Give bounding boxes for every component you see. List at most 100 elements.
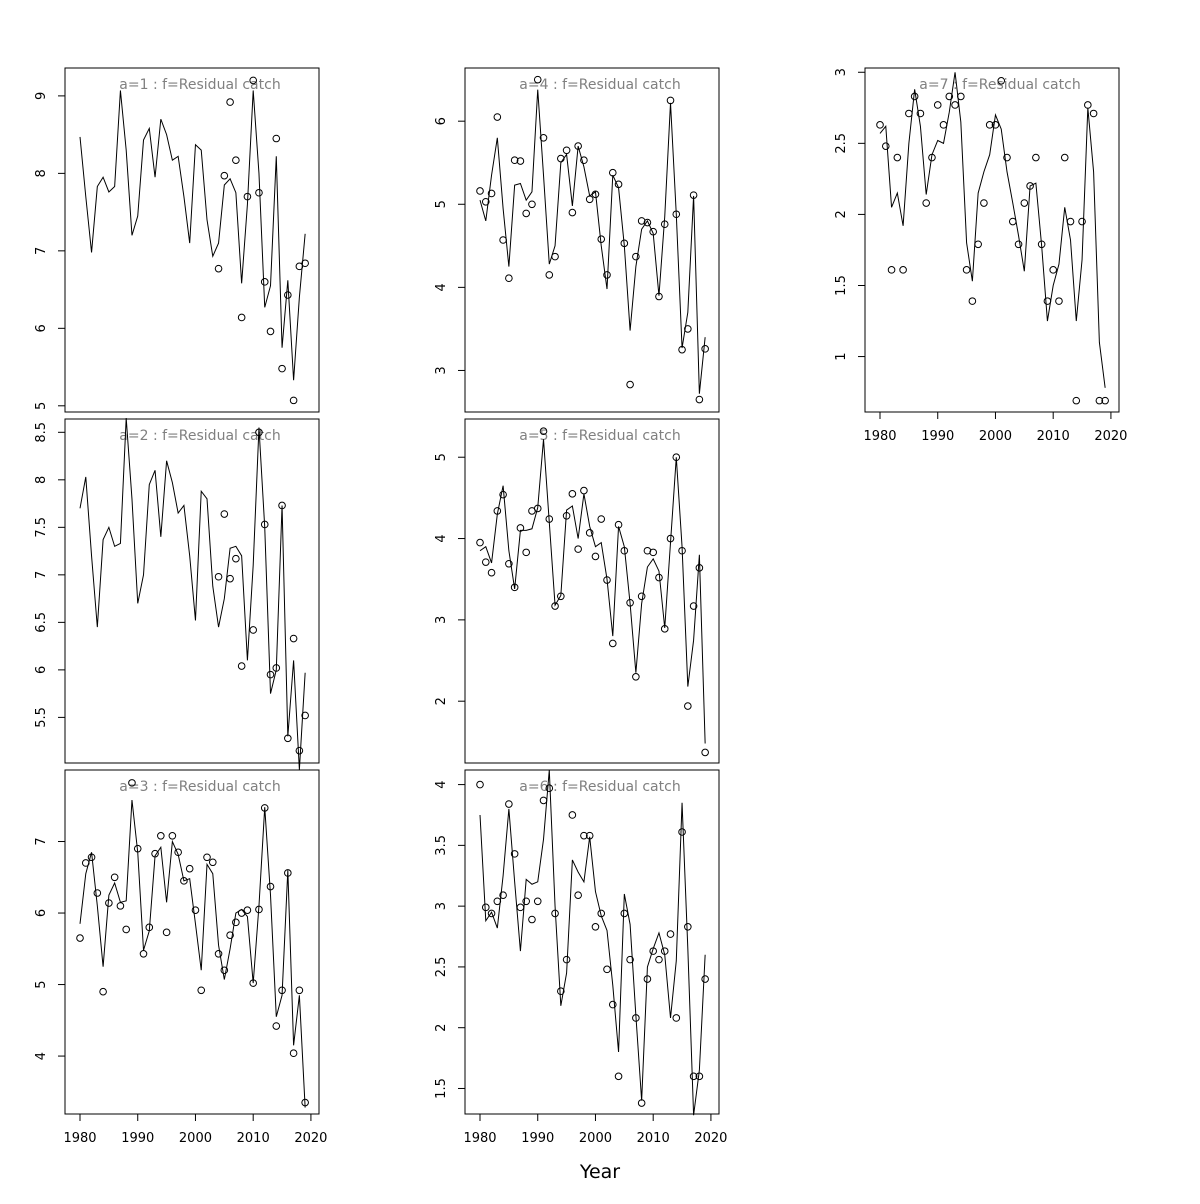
observed-point xyxy=(672,1014,681,1022)
observed-point xyxy=(284,869,292,877)
y-tick-label: 7 xyxy=(34,837,49,845)
y-tick-label: 3 xyxy=(434,366,449,374)
observed-point xyxy=(237,313,246,322)
y-tick-label: 2 xyxy=(834,210,849,218)
observed-point xyxy=(649,548,657,557)
observed-point xyxy=(266,882,275,891)
observed-point xyxy=(660,947,669,955)
observed-point xyxy=(1008,217,1017,226)
observed-point xyxy=(528,915,536,924)
observed-point xyxy=(649,227,657,236)
observed-point xyxy=(476,187,484,195)
observed-point xyxy=(893,153,902,162)
observed-point xyxy=(249,979,257,987)
observed-point xyxy=(237,662,246,670)
observed-point xyxy=(481,903,490,912)
observed-point xyxy=(689,1072,698,1081)
observed-point xyxy=(481,197,490,206)
fitted-line xyxy=(79,90,306,381)
y-tick-label: 4 xyxy=(434,283,449,291)
panel-title: a=5 : f=Residual catch xyxy=(519,428,680,444)
observed-point xyxy=(197,986,206,995)
panel: a=3 : f=Residual catch 4 5 6 7 1980 1990 2000 20… xyxy=(34,769,327,1146)
fitted-line xyxy=(79,418,306,770)
observed-point xyxy=(614,180,623,189)
observed-point xyxy=(637,592,646,601)
observed-point xyxy=(626,955,634,964)
observed-point xyxy=(476,538,484,547)
observed-point xyxy=(655,292,663,301)
y-tick-label: 8 xyxy=(34,169,49,177)
observed-point xyxy=(232,918,240,927)
observed-point xyxy=(481,558,490,566)
observed-point xyxy=(666,534,675,543)
observed-point xyxy=(951,101,959,109)
observed-point xyxy=(678,345,686,354)
fitted-line xyxy=(879,72,1106,388)
x-tick-label: 2020 xyxy=(1094,429,1127,444)
observed-point xyxy=(255,905,263,914)
observed-point xyxy=(99,987,107,996)
observed-point xyxy=(603,576,611,584)
observed-point xyxy=(672,210,681,219)
observed-point xyxy=(255,188,263,197)
observed-point xyxy=(243,192,252,201)
plot-frame xyxy=(464,769,720,1115)
observed-point xyxy=(243,906,252,914)
observed-point xyxy=(695,395,704,404)
observed-point xyxy=(608,168,617,177)
y-tick-label: 6 xyxy=(34,666,49,674)
observed-point xyxy=(522,548,530,557)
observed-point xyxy=(487,909,496,918)
observed-point xyxy=(968,297,977,305)
observed-point xyxy=(580,156,588,165)
observed-point xyxy=(1084,101,1092,109)
observed-point xyxy=(516,524,525,532)
observed-point xyxy=(533,504,542,513)
observed-point xyxy=(157,831,165,840)
observed-point xyxy=(220,171,229,180)
observed-point xyxy=(301,1098,309,1107)
panel: a=4 : f=Residual catch 3 4 5 6 xyxy=(434,67,720,413)
observed-point xyxy=(226,98,234,106)
observed-point xyxy=(1101,396,1109,405)
observed-point xyxy=(249,76,257,85)
observed-point xyxy=(689,602,698,610)
observed-point xyxy=(499,891,507,900)
observed-point xyxy=(272,664,281,672)
y-tick-label: 3 xyxy=(434,902,449,910)
observed-point xyxy=(660,220,669,229)
observed-point xyxy=(632,672,640,681)
observed-point xyxy=(1055,297,1063,305)
observed-point xyxy=(284,734,292,743)
observed-point xyxy=(985,121,994,129)
observed-point xyxy=(220,966,229,975)
y-tick-label: 3.5 xyxy=(434,835,449,856)
observed-point xyxy=(660,625,669,633)
panel-title: a=6 : f=Residual catch xyxy=(519,779,680,795)
observed-point xyxy=(649,947,657,955)
x-tick-label: 2000 xyxy=(979,429,1012,444)
observed-point xyxy=(603,271,611,279)
observed-point xyxy=(487,189,496,198)
y-tick-label: 2.5 xyxy=(434,957,449,978)
observed-point xyxy=(695,1072,704,1081)
y-tick-label: 4 xyxy=(434,534,449,542)
observed-point xyxy=(591,923,600,931)
observed-point xyxy=(945,92,954,101)
observed-point xyxy=(505,274,513,283)
observed-point xyxy=(551,602,559,610)
observed-point xyxy=(957,92,965,101)
x-tick-label: 1990 xyxy=(921,429,954,444)
x-tick-label: 1980 xyxy=(63,1131,96,1146)
observed-point xyxy=(1049,266,1057,274)
observed-point xyxy=(278,364,286,373)
observed-point xyxy=(1032,153,1040,162)
y-tick-label: 4 xyxy=(34,1052,49,1060)
x-tick-label: 2020 xyxy=(694,1131,727,1146)
x-tick-label: 2020 xyxy=(294,1131,327,1146)
y-tick-label: 7.5 xyxy=(34,517,49,538)
y-tick-label: 2 xyxy=(434,1024,449,1032)
x-axis-label: Year xyxy=(579,1161,620,1183)
panel-title: a=7 : f=Residual catch xyxy=(919,77,1080,93)
